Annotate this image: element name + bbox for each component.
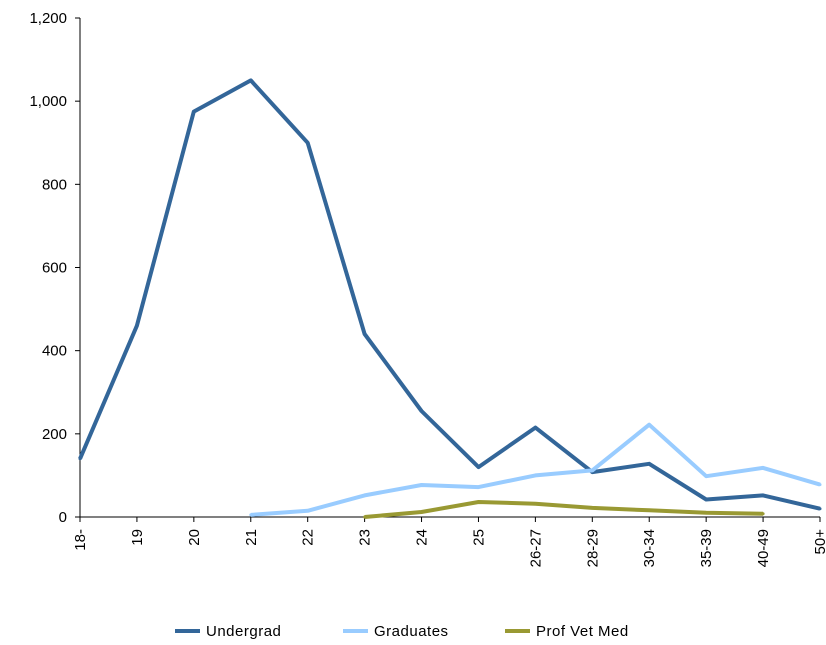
data-point [761, 466, 765, 470]
data-point [761, 493, 765, 497]
data-point [135, 324, 139, 328]
x-tick-label: 19 [129, 529, 146, 546]
x-tick-label: 23 [357, 529, 374, 546]
data-point [477, 500, 480, 504]
x-tick-label: 18- [72, 529, 89, 551]
x-tick-label: 40-49 [755, 529, 772, 567]
x-tick-label: 50+ [812, 529, 826, 555]
series-layer [78, 78, 822, 519]
data-point [533, 502, 537, 506]
legend-item: Undergrad [175, 623, 281, 640]
data-point [533, 473, 537, 477]
data-point [363, 332, 367, 336]
data-point [363, 515, 367, 519]
data-point [420, 483, 423, 487]
y-tick-label: 200 [42, 426, 67, 443]
series-prof-vet-med [363, 500, 765, 519]
data-point [590, 506, 594, 510]
data-point [249, 78, 253, 82]
data-point [192, 110, 196, 114]
x-tick-label: 28-29 [584, 529, 601, 567]
data-point [306, 509, 310, 513]
data-point [590, 468, 594, 472]
y-tick-label: 400 [42, 343, 67, 360]
data-point [818, 483, 822, 487]
legend-item: Graduates [343, 623, 449, 640]
y-tick-label: 600 [42, 260, 67, 277]
x-tick-label: 26-27 [527, 529, 544, 567]
legend-label: Prof Vet Med [536, 623, 629, 640]
series-line [250, 422, 821, 517]
x-tick-label: 21 [243, 529, 260, 546]
data-point [477, 465, 480, 469]
legend-label: Graduates [374, 623, 449, 640]
data-point [420, 409, 423, 413]
data-point [704, 474, 708, 478]
x-tick-label: 24 [414, 529, 431, 546]
data-point [647, 423, 651, 427]
data-point [704, 511, 708, 515]
data-point [78, 457, 82, 461]
legend: Undergrad Graduates Prof Vet Med [175, 623, 629, 640]
x-tick-label: 30-34 [641, 529, 658, 567]
data-point [647, 462, 651, 466]
y-tick-label: 0 [59, 509, 67, 526]
data-point [704, 498, 708, 501]
x-axis-ticks: 18- 19 20 21 22 23 24 25 26-27 28-29 30-34 35-39 40-… [72, 517, 826, 567]
y-tick-label: 800 [42, 176, 67, 193]
series-graduates [249, 422, 822, 517]
y-axis-ticks: 0 200 400 600 800 1,000 1,200 [29, 10, 80, 526]
x-tick-label: 35-39 [698, 529, 715, 567]
series-line [78, 78, 821, 511]
axes [79, 18, 820, 518]
data-point [420, 510, 423, 514]
data-point [533, 426, 537, 430]
data-point [818, 507, 822, 511]
x-tick-label: 25 [470, 529, 487, 546]
y-tick-label: 1,200 [29, 10, 67, 27]
data-point [477, 485, 480, 489]
x-tick-label: 20 [186, 529, 203, 546]
x-tick-label: 22 [300, 529, 317, 546]
data-point [647, 508, 651, 512]
legend-label: Undergrad [206, 623, 281, 640]
series-undergrad [78, 78, 822, 511]
data-point [249, 513, 253, 517]
data-point [761, 512, 765, 516]
y-tick-label: 1,000 [29, 93, 67, 110]
data-point [306, 141, 310, 145]
legend-item: Prof Vet Med [505, 623, 629, 640]
data-point [363, 493, 367, 497]
series-line [364, 500, 764, 519]
